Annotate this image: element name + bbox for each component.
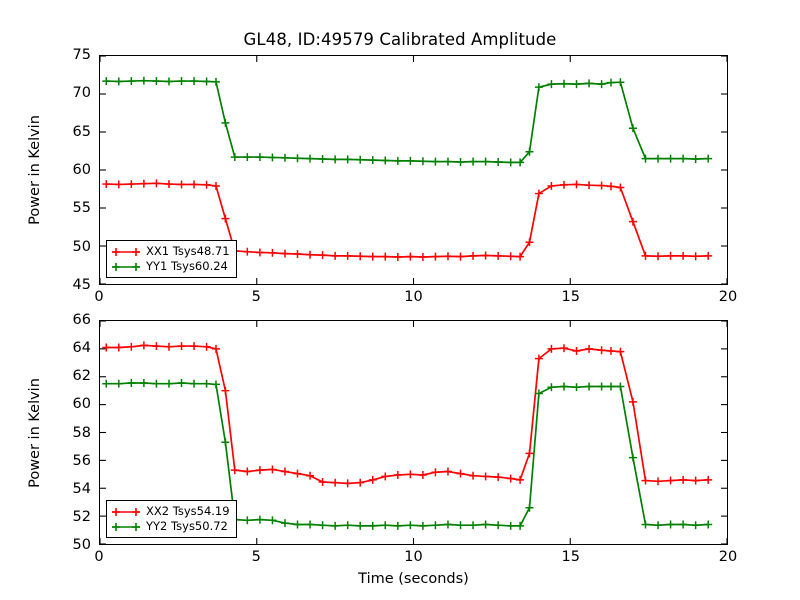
y-tick-label: 55 bbox=[72, 200, 91, 217]
y-tick-label: 52 bbox=[72, 508, 91, 525]
x-tick-label: 15 bbox=[561, 289, 580, 305]
y-tick-label: 60 bbox=[72, 396, 91, 413]
legend-item[interactable]: YY2 Tsys50.72 bbox=[111, 519, 230, 534]
x-tick-label: 0 bbox=[94, 289, 104, 305]
data-markers-xx2 bbox=[102, 341, 713, 488]
x-tick-label: 10 bbox=[404, 549, 423, 565]
y-tick-label: 54 bbox=[72, 480, 91, 497]
y-tick-label: 70 bbox=[72, 85, 91, 102]
legend-label-xx2: XX2 Tsys54.19 bbox=[146, 504, 230, 518]
y-tick-label: 65 bbox=[72, 123, 91, 140]
y-tick-label: 75 bbox=[72, 47, 91, 63]
y-tick-label: 45 bbox=[72, 277, 91, 293]
legend-bottom-panel: XX2 Tsys54.19 YY2 Tsys50.72 bbox=[106, 500, 237, 538]
plot-area-bottom bbox=[99, 320, 728, 545]
x-tick-label: 15 bbox=[561, 549, 580, 565]
x-axis-label: Time (seconds) bbox=[358, 571, 469, 587]
data-markers-yy1 bbox=[102, 76, 713, 167]
y-axis-label-bottom: Power in Kelvin bbox=[27, 377, 43, 488]
y-tick-label: 60 bbox=[72, 162, 91, 178]
legend-label-yy1: YY1 Tsys60.24 bbox=[146, 259, 228, 273]
figure-title: GL48, ID:49579 Calibrated Amplitude bbox=[243, 30, 557, 49]
legend-item[interactable]: YY1 Tsys60.24 bbox=[111, 259, 230, 274]
y-tick-label: 50 bbox=[72, 537, 91, 553]
legend-item[interactable]: XX2 Tsys54.19 bbox=[111, 504, 230, 519]
legend-line-swatch-xx2 bbox=[112, 507, 140, 516]
y-tick-label: 56 bbox=[72, 452, 91, 469]
y-tick-label: 64 bbox=[72, 340, 91, 357]
y-axis-label-top: Power in Kelvin bbox=[27, 115, 43, 225]
legend-top-panel: XX1 Tsys48.71 YY1 Tsys60.24 bbox=[106, 240, 237, 278]
legend-label-yy2: YY2 Tsys50.72 bbox=[146, 519, 228, 533]
x-tick-label: 20 bbox=[718, 549, 738, 565]
legend-label-xx1: XX1 Tsys48.71 bbox=[146, 244, 230, 258]
y-tick-label: 50 bbox=[72, 238, 91, 255]
legend-item[interactable]: XX1 Tsys48.71 bbox=[111, 244, 230, 259]
y-tick-label: 62 bbox=[72, 368, 91, 385]
y-tick-label: 58 bbox=[72, 424, 91, 441]
y-tick-label: 66 bbox=[72, 312, 91, 328]
x-tick-label: 0 bbox=[94, 549, 104, 565]
x-tick-label: 5 bbox=[251, 549, 261, 565]
legend-line-swatch-yy2 bbox=[112, 522, 140, 531]
x-tick-label: 20 bbox=[718, 289, 738, 305]
legend-line-swatch-yy1 bbox=[112, 262, 140, 271]
data-line-xx2 bbox=[106, 344, 709, 485]
legend-line-swatch-xx1 bbox=[112, 247, 140, 256]
data-line-yy1 bbox=[106, 79, 709, 164]
x-tick-label: 5 bbox=[251, 289, 261, 305]
x-tick-label: 10 bbox=[404, 289, 423, 305]
